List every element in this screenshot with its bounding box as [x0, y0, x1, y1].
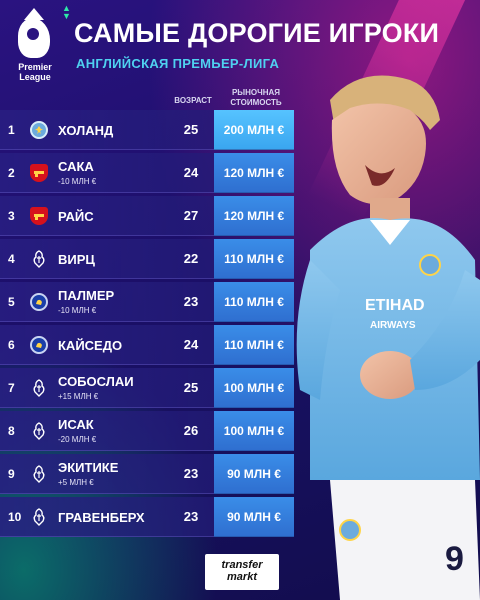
player-name: КАЙСЕДО	[58, 338, 123, 353]
table-row: 6 КАЙСЕДО 24 110 МЛН €	[0, 325, 296, 365]
player-name: ВИРЦ	[58, 252, 95, 267]
market-value: 110 МЛН €	[214, 325, 294, 365]
value-change: +5 МЛН €	[58, 478, 94, 487]
player-name: ГРАВЕНБЕРХ	[58, 510, 145, 525]
player-name: САКА	[58, 159, 94, 174]
liverpool-crest-icon	[32, 508, 46, 526]
liverpool-crest-icon	[32, 465, 46, 483]
logo-text-line2: League	[19, 72, 51, 82]
player-age: 23	[183, 509, 199, 524]
shirt-number: 9	[445, 540, 464, 578]
column-header-age: ВОЗРАСТ	[174, 96, 212, 105]
table-row: 2 САКА -10 МЛН € 24 120 МЛН €	[0, 153, 296, 193]
chelsea-crest-icon	[30, 293, 48, 311]
logo-text-line1: Premier	[18, 62, 52, 72]
crown-icon	[24, 8, 44, 20]
rank: 3	[8, 209, 15, 223]
row-background	[0, 454, 214, 494]
rank: 1	[8, 123, 15, 137]
table-row: 8 ИСАК -20 МЛН € 26 100 МЛН €	[0, 411, 296, 451]
player-name: ЭКИТИКЕ	[58, 460, 119, 475]
market-value: 100 МЛН €	[214, 368, 294, 408]
player-age: 26	[183, 423, 199, 438]
column-header-value-line2: СТОИМОСТЬ	[230, 98, 282, 107]
value-change: -10 МЛН €	[58, 177, 97, 186]
player-age: 23	[183, 294, 199, 309]
lion-icon	[18, 18, 50, 58]
rank: 10	[8, 510, 22, 524]
rank: 9	[8, 467, 15, 481]
row-background	[0, 411, 214, 451]
player-age: 24	[183, 165, 199, 180]
market-value: 90 МЛН €	[214, 497, 294, 537]
player-name: ПАЛМЕР	[58, 288, 115, 303]
arsenal-crest-icon	[30, 164, 48, 182]
arsenal-crest-icon	[30, 207, 48, 225]
player-illustration: ETIHAD AIRWAYS 9	[296, 75, 480, 600]
table-row: 1 ХОЛАНД 25 200 МЛН €	[0, 110, 296, 150]
player-name: РАЙС	[58, 209, 94, 224]
table-row: 9 ЭКИТИКЕ +5 МЛН € 23 90 МЛН €	[0, 454, 296, 494]
brand-line1: transfer	[221, 559, 263, 571]
value-change: -20 МЛН €	[58, 435, 97, 444]
player-name: СОБОСЛАИ	[58, 374, 134, 389]
player-age: 22	[183, 251, 199, 266]
rank: 2	[8, 166, 15, 180]
market-value: 100 МЛН €	[214, 411, 294, 451]
player-age: 25	[183, 122, 199, 137]
liverpool-crest-icon	[32, 422, 46, 440]
column-header-value: РЫНОЧНАЯ СТОИМОСТЬ	[218, 88, 294, 108]
table-row: 7 СОБОСЛАИ +15 МЛН € 25 100 МЛН €	[0, 368, 296, 408]
rank: 5	[8, 295, 15, 309]
table-row: 5 ПАЛМЕР -10 МЛН € 23 110 МЛН €	[0, 282, 296, 322]
man-city-crest-icon	[30, 121, 48, 139]
market-value: 120 МЛН €	[214, 196, 294, 236]
liverpool-crest-icon	[32, 250, 46, 268]
rank: 7	[8, 381, 15, 395]
rank: 8	[8, 424, 15, 438]
table-row: 10 ГРАВЕНБЕРХ 23 90 МЛН €	[0, 497, 296, 537]
row-background	[0, 239, 214, 279]
player-age: 25	[183, 380, 199, 395]
market-value: 120 МЛН €	[214, 153, 294, 193]
sponsor-text-line1: ETIHAD	[365, 297, 425, 314]
logo-text: Premier League	[10, 62, 60, 82]
brand-line2: markt	[227, 571, 257, 583]
table-row: 3 РАЙС 27 120 МЛН €	[0, 196, 296, 236]
market-value: 110 МЛН €	[214, 282, 294, 322]
market-value: 110 МЛН €	[214, 239, 294, 279]
player-name: ХОЛАНД	[58, 123, 114, 138]
value-change: -10 МЛН €	[58, 306, 97, 315]
player-name: ИСАК	[58, 417, 94, 432]
row-background	[0, 497, 214, 537]
table-row: 4 ВИРЦ 22 110 МЛН €	[0, 239, 296, 279]
row-background	[0, 368, 214, 408]
player-age: 24	[183, 337, 199, 352]
transfermarkt-logo: transfer markt	[205, 554, 279, 590]
player-age: 27	[183, 208, 199, 223]
arrows-icon: ▲ ▼	[62, 3, 71, 21]
liverpool-crest-icon	[32, 379, 46, 397]
market-value: 90 МЛН €	[214, 454, 294, 494]
column-header-value-line1: РЫНОЧНАЯ	[231, 88, 281, 97]
page-subtitle: АНГЛИЙСКАЯ ПРЕМЬЕР-ЛИГА	[76, 56, 280, 71]
premier-league-logo: Premier League	[10, 8, 60, 88]
row-background	[0, 282, 214, 322]
value-change: +15 МЛН €	[58, 392, 99, 401]
rank: 6	[8, 338, 15, 352]
page-title: САМЫЕ ДОРОГИЕ ИГРОКИ	[74, 18, 440, 48]
rank: 4	[8, 252, 15, 266]
chelsea-crest-icon	[30, 336, 48, 354]
market-value: 200 МЛН €	[214, 110, 294, 150]
sponsor-text-line2: AIRWAYS	[370, 320, 416, 331]
player-age: 23	[183, 466, 199, 481]
